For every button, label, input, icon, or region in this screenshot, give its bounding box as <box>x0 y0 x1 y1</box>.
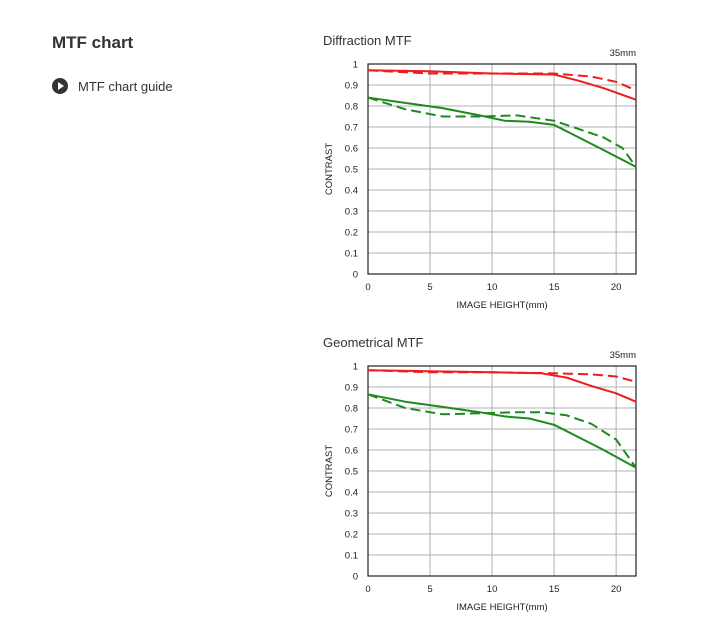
y-tick-label: 0.9 <box>345 81 358 92</box>
y-tick-label: 0 <box>353 270 358 281</box>
play-circle-icon <box>52 78 68 94</box>
geometrical-mtf-title: Geometrical MTF <box>323 335 424 350</box>
diffraction-mtf-chart: 00.10.20.30.40.50.60.70.80.910 5 10 15 2035m… <box>324 48 637 311</box>
y-tick-label: 0.8 <box>345 404 358 415</box>
plot-frame <box>367 63 637 275</box>
red-solid-series-line <box>367 369 637 403</box>
green-solid-series-line <box>367 96 637 168</box>
page-heading: MTF chart <box>52 33 134 52</box>
y-tick-label: 0.4 <box>345 488 358 499</box>
x-axis-label: IMAGE HEIGHT(mm) <box>456 300 547 311</box>
y-axis-label: CONTRAST <box>324 143 335 195</box>
y-axis-label: CONTRAST <box>324 445 335 497</box>
y-tick-label: 0.1 <box>345 249 358 260</box>
x-tick-label: 20 <box>611 584 622 595</box>
y-tick-label: 1 <box>353 362 358 373</box>
x-tick-label: 20 <box>611 282 622 293</box>
x-tick-label: 10 <box>487 282 498 293</box>
y-tick-label: 0.2 <box>345 228 358 239</box>
x-tick-label: 10 <box>487 584 498 595</box>
guide-link-label: MTF chart guide <box>78 78 173 94</box>
y-tick-label: 1 <box>353 60 358 71</box>
x-axis-label: IMAGE HEIGHT(mm) <box>456 602 547 613</box>
y-tick-label: 0.7 <box>345 123 358 134</box>
geometrical-mtf-chart: 00.10.20.30.40.50.60.70.80.910 5 10 15 2035m… <box>324 350 637 613</box>
y-tick-label: 0.4 <box>345 186 358 197</box>
green-solid-series-line <box>367 393 637 469</box>
y-tick-label: 0.7 <box>345 425 358 436</box>
green-dashed-series-line <box>367 393 637 469</box>
x-tick-label: 0 <box>365 584 370 595</box>
x-tick-label: 15 <box>549 584 560 595</box>
mtf-chart-guide-link[interactable]: MTF chart guide <box>52 78 173 94</box>
x-tick-label: 0 <box>365 282 370 293</box>
y-tick-label: 0.3 <box>345 509 358 520</box>
green-dashed-series-line <box>367 96 637 168</box>
y-tick-label: 0.2 <box>345 530 358 541</box>
y-tick-label: 0.6 <box>345 446 358 457</box>
y-tick-label: 0.1 <box>345 551 358 562</box>
focal-length-label: 35mm <box>610 350 636 361</box>
x-tick-label: 15 <box>549 282 560 293</box>
y-tick-label: 0 <box>353 572 358 583</box>
plot-frame <box>367 365 637 577</box>
y-tick-label: 0.5 <box>345 467 358 478</box>
y-tick-label: 0.3 <box>345 207 358 218</box>
x-tick-label: 5 <box>427 584 432 595</box>
y-tick-label: 0.9 <box>345 383 358 394</box>
red-dashed-series-line <box>367 69 637 92</box>
y-tick-label: 0.5 <box>345 165 358 176</box>
y-tick-label: 0.6 <box>345 144 358 155</box>
x-tick-label: 5 <box>427 282 432 293</box>
red-dashed-series-line <box>367 369 637 383</box>
y-tick-label: 0.8 <box>345 102 358 113</box>
diffraction-mtf-title: Diffraction MTF <box>323 33 412 48</box>
focal-length-label: 35mm <box>610 48 636 59</box>
